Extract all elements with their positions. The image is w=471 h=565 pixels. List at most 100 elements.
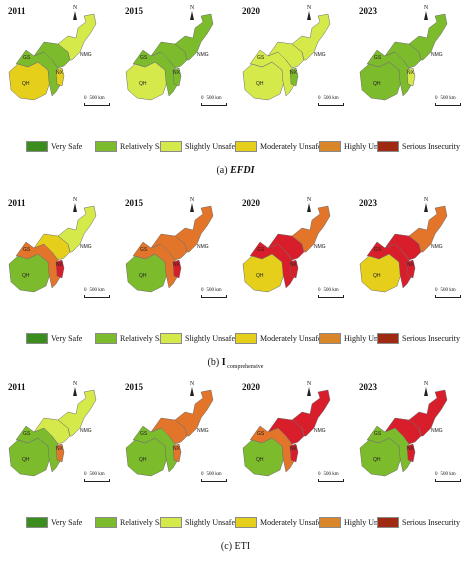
region-map: NMG GS QH NX	[357, 204, 467, 309]
scale-text: 500 km	[89, 288, 105, 293]
region-nmg	[57, 13, 97, 61]
legend-swatch	[319, 333, 341, 344]
region-label-qh: QH	[22, 273, 30, 279]
legend-label: Slightly Unsafe	[185, 334, 235, 343]
scale-zero: 0	[435, 472, 438, 477]
map-svg: NMG GS QH NX	[359, 389, 448, 477]
region-label-nmg: NMG	[314, 244, 326, 250]
map-svg: NMG GS QH NX	[125, 205, 214, 293]
map-svg: NMG GS QH NX	[125, 389, 214, 477]
scale-bar: 0 500 km	[201, 288, 227, 298]
region-map: NMG GS QH NX	[240, 388, 350, 493]
region-label-nmg: NMG	[431, 52, 443, 58]
region-label-gs: GS	[140, 247, 148, 253]
year-label: 2023	[359, 382, 377, 392]
region-nmg	[57, 205, 97, 253]
scale-text: 500 km	[206, 472, 222, 477]
scale-bar: 0 500 km	[318, 288, 344, 298]
region-qh	[242, 61, 285, 101]
region-label-gs: GS	[23, 431, 31, 437]
region-nx	[172, 67, 182, 87]
region-label-nx: NX	[173, 446, 181, 452]
legend-label: Slightly Unsafe	[185, 518, 235, 527]
year-label: 2023	[359, 198, 377, 208]
region-nx	[406, 259, 416, 279]
arrow-shape	[424, 387, 428, 396]
region-label-nx: NX	[290, 70, 298, 76]
region-qh	[125, 61, 168, 101]
region-nx	[289, 67, 299, 87]
north-label: N	[306, 197, 312, 203]
north-arrow-icon: N	[70, 197, 80, 212]
region-nmg	[408, 205, 448, 253]
legend-label: Very Safe	[51, 142, 83, 151]
north-label: N	[189, 5, 195, 11]
region-qh	[359, 437, 402, 477]
scale-zero: 0	[84, 96, 87, 101]
legend-label: Very Safe	[51, 334, 83, 343]
arrow-shape	[73, 203, 77, 212]
north-label: N	[72, 381, 78, 387]
region-label-gs: GS	[257, 431, 265, 437]
map-svg: NMG GS QH NX	[242, 205, 331, 293]
region-nmg	[57, 389, 97, 437]
scale-bar-line	[435, 479, 461, 482]
legend: Very Safe Relatively Safe Slightly Unsafe M…	[0, 140, 471, 154]
legend-swatch	[160, 517, 182, 528]
map-svg: NMG GS QH NX	[359, 13, 448, 101]
province-borders	[251, 51, 305, 71]
north-label: N	[423, 197, 429, 203]
legend-swatch	[235, 517, 257, 528]
region-label-nx: NX	[290, 262, 298, 268]
region-nmg	[408, 389, 448, 437]
region-label-qh: QH	[373, 81, 381, 87]
region-qh	[8, 253, 51, 293]
region-nmg	[174, 389, 214, 437]
map-svg: NMG GS QH NX	[242, 389, 331, 477]
region-nmg	[408, 13, 448, 61]
year-label: 2020	[242, 382, 260, 392]
arrow-shape	[190, 203, 194, 212]
region-label-qh: QH	[256, 81, 264, 87]
region-label-nmg: NMG	[314, 52, 326, 58]
region-map: NMG GS QH NX	[6, 388, 116, 493]
region-qh	[242, 253, 285, 293]
region-label-qh: QH	[22, 457, 30, 463]
legend-label: Serious Insecurity	[402, 518, 460, 527]
scale-bar: 0 500 km	[318, 96, 344, 106]
arrow-shape	[424, 203, 428, 212]
scale-bar: 0 500 km	[84, 96, 110, 106]
scale-text: 500 km	[323, 288, 339, 293]
north-arrow-icon: N	[421, 197, 431, 212]
region-label-gs: GS	[23, 247, 31, 253]
scale-bar-line	[201, 479, 227, 482]
north-arrow-icon: N	[187, 5, 197, 20]
province-borders	[134, 51, 188, 71]
region-map: NMG GS QH NX	[357, 12, 467, 117]
caption-prefix: (c)	[220, 541, 235, 552]
north-arrow-icon: N	[304, 5, 314, 20]
scale-text: 500 km	[323, 472, 339, 477]
caption-prefix: (b)	[207, 357, 222, 368]
region-qh	[359, 253, 402, 293]
panel-caption: (c) ETI	[0, 541, 471, 554]
arrow-shape	[190, 11, 194, 20]
region-map: NMG GS QH NX	[123, 388, 233, 493]
region-label-qh: QH	[139, 273, 147, 279]
year-label: 2015	[125, 382, 143, 392]
region-map: NMG GS QH NX	[240, 12, 350, 117]
scale-bar: 0 500 km	[201, 96, 227, 106]
map-panel: 2011 NMG GS QH NX N 0 500 km 2015 NMG GS QH NX N 0 500 …	[0, 196, 471, 381]
scale-zero: 0	[435, 288, 438, 293]
region-qh	[8, 61, 51, 101]
caption-main: ETI	[234, 541, 251, 552]
scale-zero: 0	[435, 96, 438, 101]
region-qh	[8, 437, 51, 477]
region-label-nx: NX	[173, 70, 181, 76]
region-label-nx: NX	[407, 70, 415, 76]
legend-label: Highly Unsafe	[344, 334, 391, 343]
north-label: N	[306, 381, 312, 387]
region-map: NMG GS QH NX	[123, 12, 233, 117]
north-label: N	[423, 5, 429, 11]
legend-swatch	[235, 333, 257, 344]
